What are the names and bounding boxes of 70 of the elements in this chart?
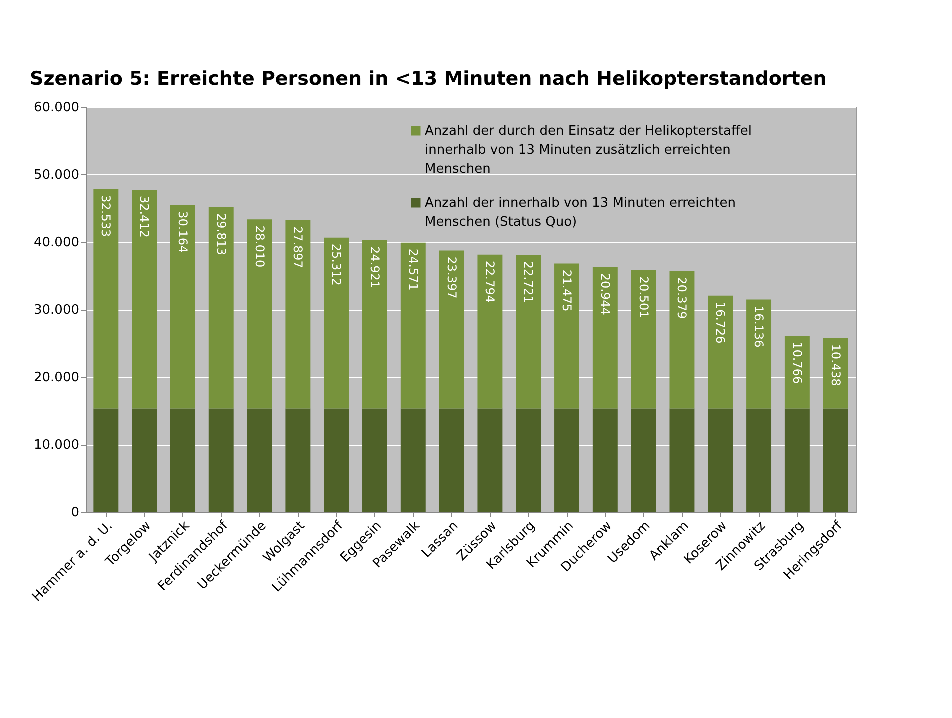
y-tick-label: 40.000 — [34, 236, 80, 250]
data-label: 32.412 — [138, 196, 152, 238]
data-label: 21.475 — [560, 270, 574, 312]
bar — [746, 408, 772, 512]
bar — [592, 267, 618, 409]
bar — [631, 408, 656, 512]
bar — [592, 408, 618, 512]
bar — [400, 242, 426, 409]
y-tick-label: 0 — [71, 506, 80, 520]
bar — [94, 189, 119, 409]
bar — [784, 408, 810, 512]
y-tick-label: 50.000 — [34, 168, 80, 183]
data-label: 27.897 — [291, 226, 306, 268]
legend-label: Anzahl der durch den Einsatz der Helikopterstaffel innerhalb von 13 Minuten zusätzlich erreichten Menschen — [425, 124, 752, 177]
data-label: 24.921 — [368, 246, 382, 289]
bar — [478, 254, 503, 409]
bar — [247, 220, 272, 409]
bar — [132, 190, 158, 409]
data-label: 20.379 — [675, 277, 690, 320]
data-label: 20.501 — [636, 276, 651, 318]
bar — [439, 250, 464, 409]
bar — [708, 296, 734, 409]
data-label: 25.312 — [330, 244, 344, 286]
legend-label: Anzahl der innerhalb von 13 Minuten erreichten Menschen (Status Quo) — [425, 196, 736, 230]
bar — [170, 408, 196, 512]
bar — [324, 408, 350, 512]
data-label: 24.571 — [406, 248, 420, 291]
bar — [746, 300, 772, 409]
bar — [670, 408, 695, 512]
bar — [439, 408, 464, 512]
bar — [208, 207, 234, 409]
bar — [516, 255, 542, 409]
bar — [631, 270, 656, 409]
y-tick-label: 60.000 — [34, 100, 80, 116]
bar — [784, 336, 810, 409]
data-label: 22.794 — [483, 260, 498, 303]
bar — [823, 338, 848, 409]
bar — [208, 408, 234, 512]
data-label: 23.397 — [444, 256, 459, 299]
bar — [362, 240, 388, 409]
bar — [554, 408, 580, 512]
data-label: 16.136 — [752, 306, 766, 348]
bar — [132, 408, 158, 512]
data-label: 30.164 — [176, 211, 190, 254]
bar — [170, 205, 196, 409]
bar — [478, 408, 503, 512]
bar — [670, 271, 695, 409]
chart-title: Szenario 5: Erreichte Personen in <13 Minuten nach Helikopterstandorten — [30, 68, 827, 90]
bar — [94, 408, 119, 512]
data-label: 10.766 — [790, 342, 804, 384]
y-tick-label: 30.000 — [34, 303, 80, 318]
bar — [286, 408, 311, 512]
data-label: 22.721 — [522, 261, 536, 304]
bar — [400, 408, 426, 512]
data-label: 29.813 — [214, 213, 228, 256]
bar — [362, 408, 388, 512]
data-label: 32.533 — [99, 195, 114, 238]
data-label: 20.944 — [598, 273, 612, 316]
data-label: 28.010 — [252, 226, 267, 268]
bar — [554, 264, 580, 409]
data-label: 10.438 — [828, 344, 843, 386]
bar — [286, 220, 311, 409]
bar — [247, 408, 272, 512]
y-tick-label: 10.000 — [34, 438, 80, 453]
y-tick-label: 20.000 — [34, 370, 80, 386]
bar — [516, 408, 542, 512]
bar — [823, 408, 848, 512]
bar — [708, 408, 734, 512]
data-label: 16.726 — [714, 302, 728, 344]
bar — [324, 238, 350, 409]
